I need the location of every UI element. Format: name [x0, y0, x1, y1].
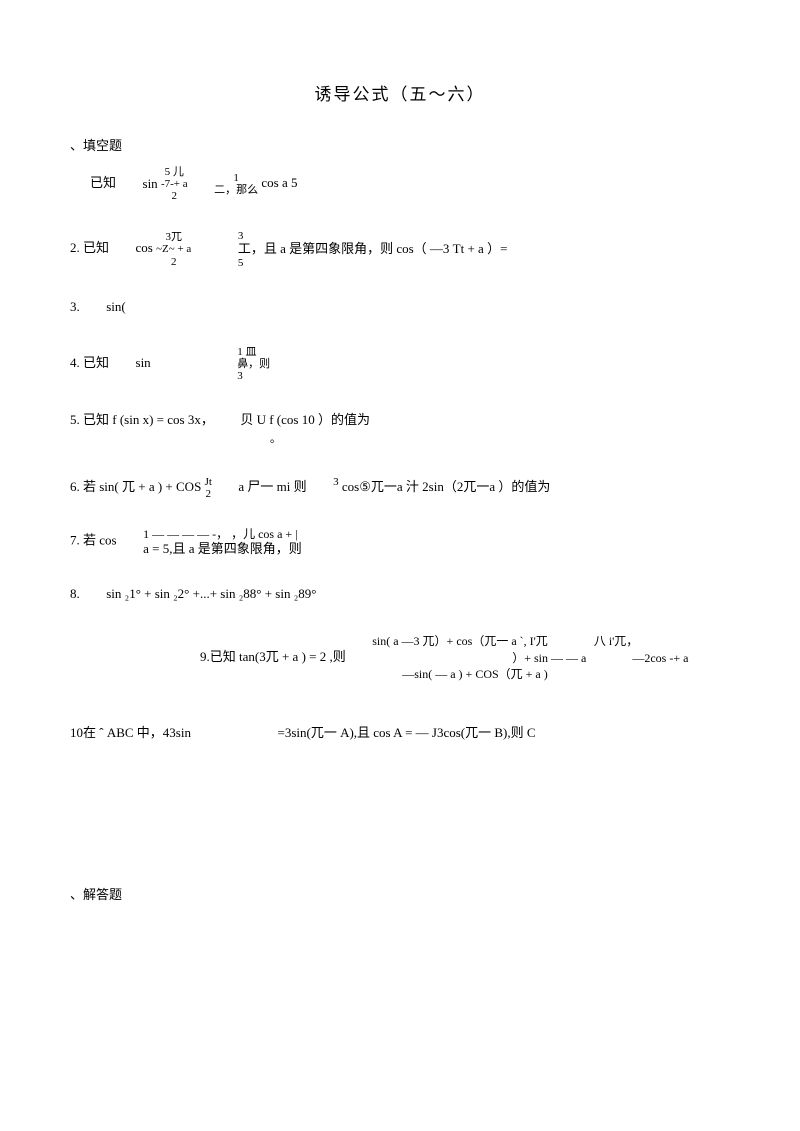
p9-l1a: sin( a —3 兀）+ cos（兀一 a — [372, 634, 519, 648]
p6-pi2-bot: 2 — [205, 488, 212, 500]
p6-c: cos⑤兀一a 汁 2sin（2兀一a ）的值为 — [342, 479, 550, 494]
p2-lead: 已知 — [83, 241, 109, 256]
p2-frac-bot: 2 — [156, 256, 191, 268]
p3-num: 3. — [70, 299, 80, 314]
p7-a: 若 cos — [83, 533, 117, 548]
p9-a: 9.已知 tan(3兀 + a ) = 2 ,则 — [200, 649, 346, 664]
p1-tail: cos a 5 — [261, 175, 297, 190]
p4-sin: sin — [136, 355, 151, 370]
p7-stack: 1 — — — — -， ，儿 cos a + | a = 5,且 a 是第四象… — [143, 528, 302, 555]
p6-a: 若 sin( 兀 + a ) + COS — [83, 479, 201, 494]
p1-frac-bot: 2 — [161, 190, 188, 202]
p1-frac-top: 5 儿 — [161, 166, 188, 178]
page-title: 诱导公式（五～六） — [70, 80, 730, 105]
problem-8: 8. sin ₂1° + sin ₂2° +...+ sin ₂88° + si… — [70, 584, 730, 605]
p7-b: a = 5,且 a 是第四象限角，则 — [143, 542, 302, 556]
p2-num: 2. — [70, 241, 80, 256]
p2-frac-mid: ~Z~ + a — [156, 243, 191, 255]
p1-frac: 5 儿 -7-+ a 2 — [161, 166, 188, 202]
p6-three: 3 — [333, 476, 339, 500]
p5-b: 贝 U f (cos 10 ）的值为 — [240, 412, 370, 427]
p2-r-mid: 工，且 a 是第四象限角，则 cos（ —3 Tt + a ）= — [238, 242, 508, 256]
p9-l1c: 八 i'兀， — [594, 634, 639, 648]
problem-2: 2. 已知 cos 3兀 ~Z~ + a 2 3 工，且 a 是第四象限角，则 … — [70, 230, 730, 268]
p2-right: 3 工，且 a 是第四象限角，则 cos（ —3 Tt + a ）= 5 — [238, 230, 508, 268]
problem-10: 10在 ˆ ABC 中，43sin =3sin(兀一 A),且 cos A = … — [70, 723, 730, 744]
p9-l1b: `, I'兀 — [520, 634, 548, 648]
p2-frac: 3兀 ~Z~ + a 2 — [156, 231, 191, 267]
p2-cos: cos — [136, 241, 153, 256]
p7-top: 1 — — — — -， ，儿 cos a + | — [143, 528, 302, 541]
p5-num: 5. — [70, 412, 80, 427]
p1-one: 1 二，那么 — [214, 172, 258, 196]
problem-7: 7. 若 cos 1 — — — — -， ，儿 cos a + | a = 5… — [70, 528, 730, 555]
p4-lead: 已知 — [83, 355, 109, 370]
p6-num: 6. — [70, 479, 80, 494]
p1-lead: 已知 — [90, 175, 116, 190]
p1-frac-mid: -7-+ a — [161, 178, 188, 190]
p4-r-top: 1 皿 — [237, 346, 270, 358]
p3-text: sin( — [106, 299, 126, 314]
p10-b: =3sin(兀一 A),且 cos A = — J3cos(兀一 B),则 C — [277, 725, 535, 740]
problem-5: 5. 已知 f (sin x) = cos 3x， 贝 U f (cos 10 … — [70, 410, 730, 448]
p6-pi2-top: Jt — [205, 476, 212, 488]
p8-num: 8. — [70, 586, 80, 601]
problem-9: 9.已知 tan(3兀 + a ) = 2 ,则 sin( a —3 兀）+ c… — [70, 633, 730, 683]
problem-3: 3. sin( — [70, 297, 730, 318]
p5-a: 已知 f (sin x) = cos 3x， — [83, 412, 214, 427]
section-answer: 、解答题 — [70, 884, 730, 903]
p6-b: a 尸一 mi 则 — [238, 479, 306, 494]
problem-6: 6. 若 sin( 兀 + a ) + COS Jt 2 a 尸一 mi 则 3… — [70, 476, 730, 500]
p6-pi2: Jt 2 — [205, 476, 212, 500]
p9-l2a: ）+ sin — — a — [512, 651, 586, 665]
p2-r-bot: 5 — [238, 257, 508, 269]
problem-4: 4. 已知 sin 1 皿 鼻，则 3 — [70, 346, 730, 382]
p4-right: 1 皿 鼻，则 3 — [237, 346, 270, 382]
p4-r-mid: 鼻，则 — [237, 358, 270, 370]
p9-l2b: —2cos -+ a — [632, 651, 688, 665]
p1-one-top: 1 — [214, 172, 258, 184]
p8-text: sin ₂1° + sin ₂2° +...+ sin ₂88° + sin ₂… — [106, 586, 316, 601]
p1-one-bot: 二，那么 — [214, 184, 258, 196]
p4-num: 4. — [70, 355, 80, 370]
p9-l3: —sin( — a ) + COS（兀 + a ) — [372, 666, 688, 683]
p10-a: 10在 ˆ ABC 中，43sin — [70, 725, 191, 740]
p5-dot: 。 — [70, 431, 730, 449]
p1-sin: sin — [143, 174, 158, 195]
problem-1: 已知 sin 5 儿 -7-+ a 2 1 二，那么 cos a 5 — [70, 166, 730, 202]
p6-three-top: 3 — [333, 476, 339, 488]
p2-frac-top: 3兀 — [156, 231, 191, 243]
p9-right: sin( a —3 兀）+ cos（兀一 a `, I'兀 八 i'兀， ）+ … — [372, 633, 688, 683]
p4-r-bot: 3 — [237, 370, 270, 382]
section-fill-blank: 、填空题 — [70, 135, 730, 154]
p7-num: 7. — [70, 533, 80, 548]
